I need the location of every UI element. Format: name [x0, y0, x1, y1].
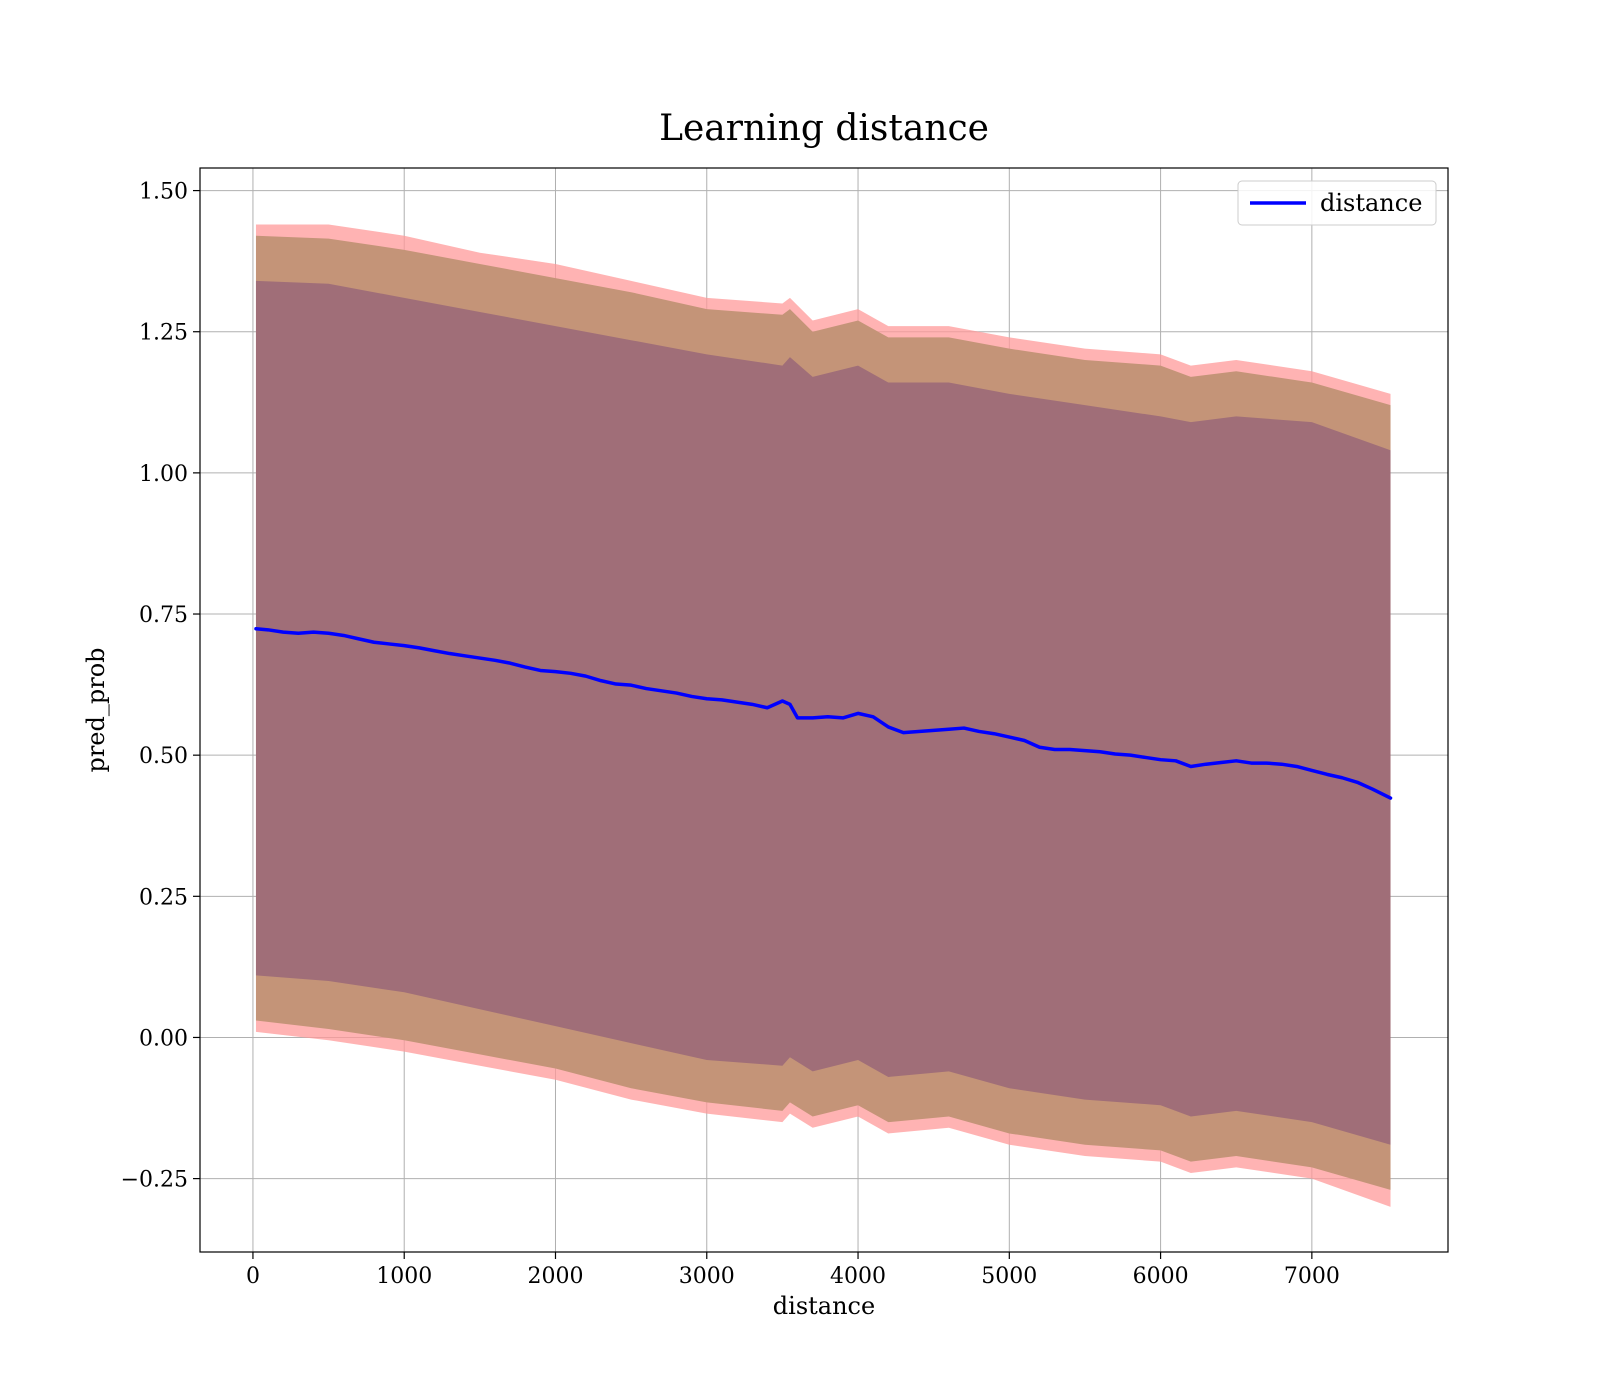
x-tick-label: 6000 [1133, 1264, 1189, 1289]
legend-box [1237, 180, 1437, 226]
x-axis-label: distance [773, 1292, 875, 1320]
y-tick-label: 0.00 [139, 1026, 188, 1051]
x-tick-label: 3000 [679, 1264, 735, 1289]
plot-frame [199, 167, 1449, 1253]
y-tick-label: 0.75 [139, 603, 188, 628]
y-tick-label: 0.25 [139, 885, 188, 910]
y-tick-label: 1.25 [139, 321, 188, 346]
x-tick-label: 4000 [830, 1264, 886, 1289]
inner-band [255, 280, 1391, 1145]
series-line-distance [254, 626, 1393, 800]
legend-label-distance: distance [1320, 189, 1422, 217]
x-tick-label: 7000 [1284, 1264, 1340, 1289]
x-tick-label: 1000 [376, 1264, 432, 1289]
y-tick-label: 1.50 [139, 180, 188, 205]
axis-ticks: 0 1000 2000 3000 4000 5000 6000 7000 −0.25 0.00 0.… [121, 180, 1340, 1289]
x-tick-label: 5000 [981, 1264, 1037, 1289]
x-tick-label: 2000 [527, 1264, 583, 1289]
series-lines [254, 626, 1393, 800]
chart-title: Learning distance [659, 108, 989, 149]
legend: distance [1237, 180, 1437, 226]
y-axis-label: pred_prob [82, 647, 110, 772]
x-tick-label: 0 [246, 1264, 260, 1289]
y-tick-label: −0.25 [121, 1168, 188, 1193]
y-tick-label: 1.00 [139, 462, 188, 487]
y-tick-label: 0.50 [139, 744, 188, 769]
